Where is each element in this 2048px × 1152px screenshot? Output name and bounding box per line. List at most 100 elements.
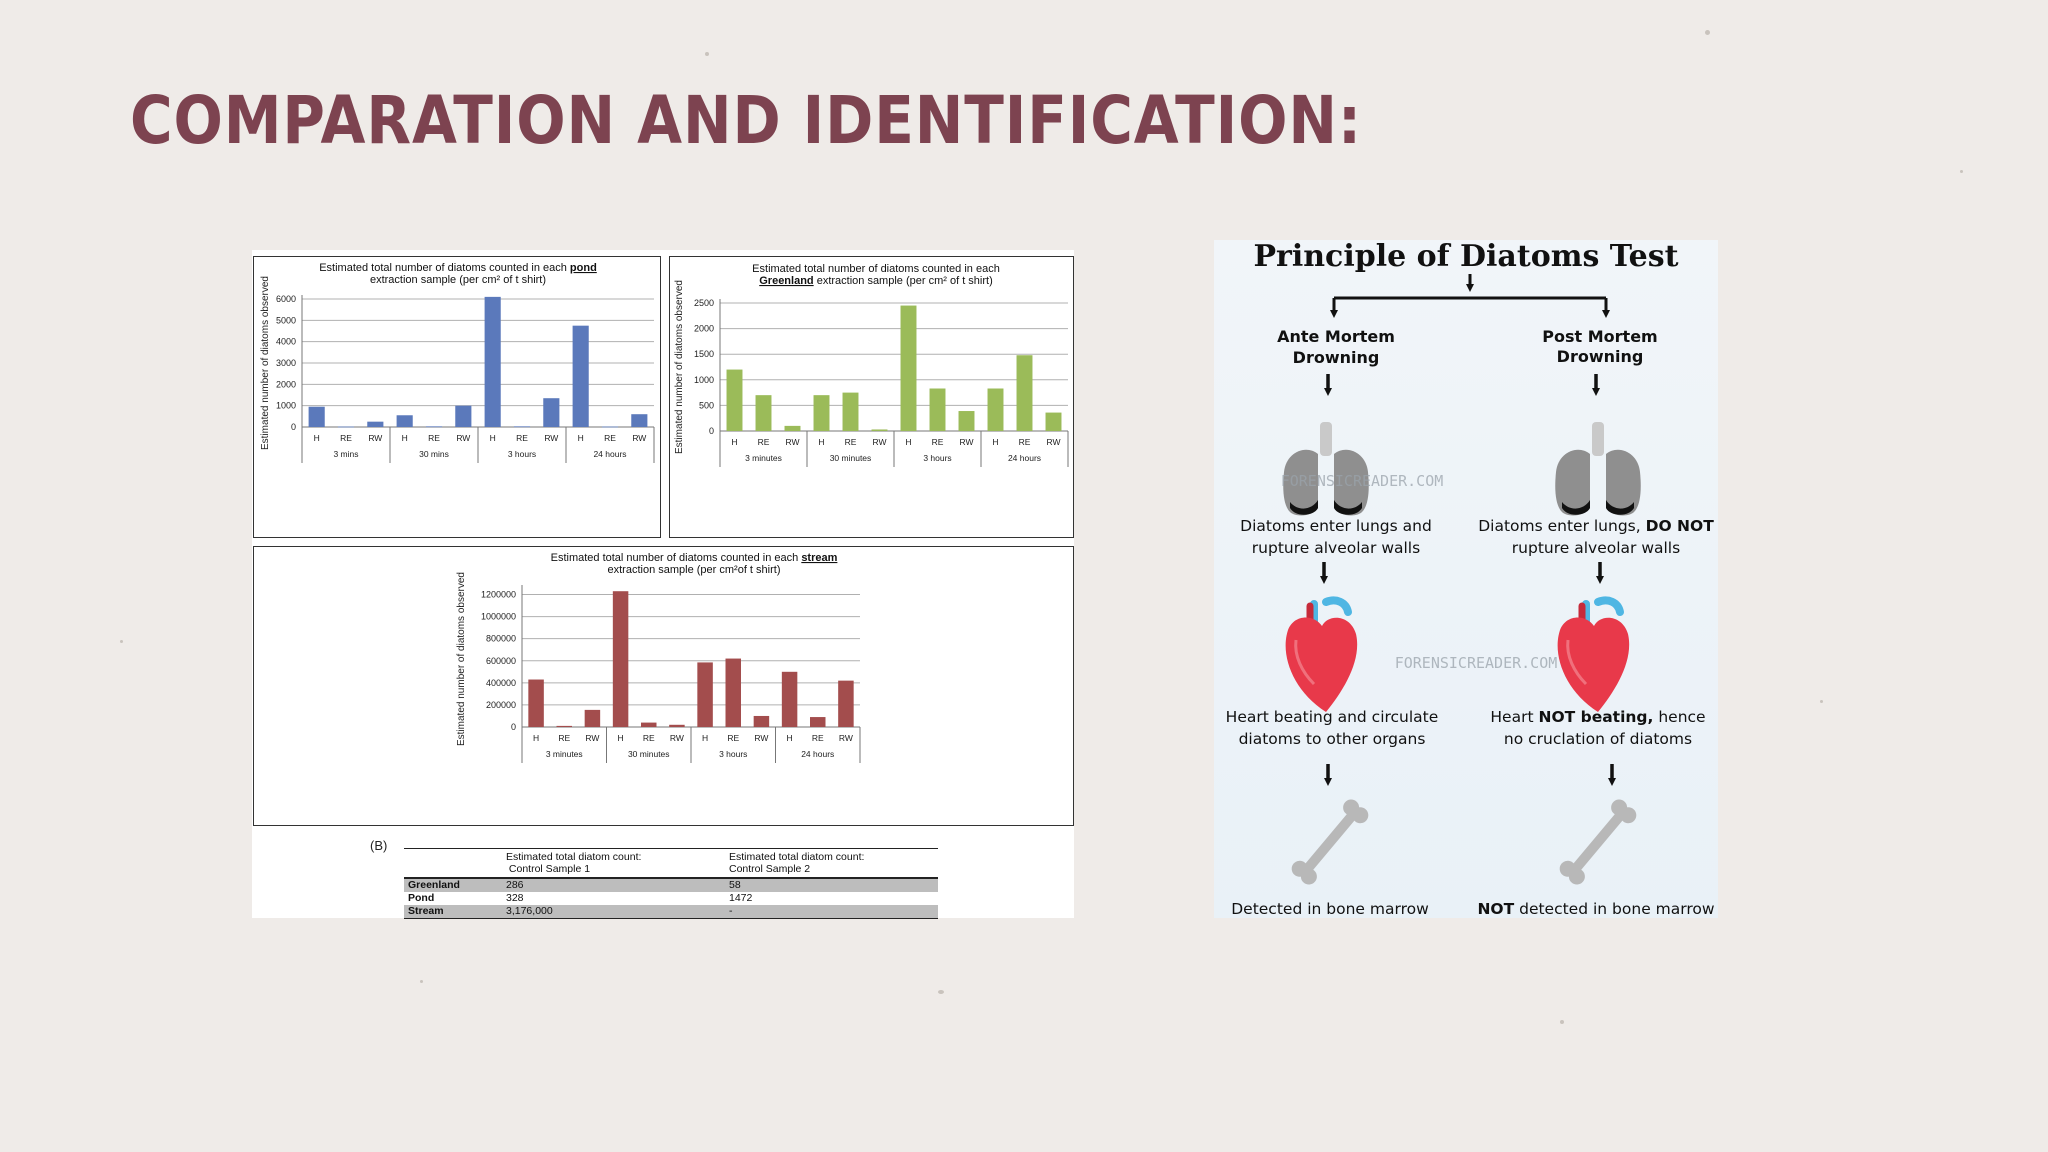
x-tick-label: RW — [1046, 437, 1060, 447]
x-tick-label: H — [533, 733, 539, 743]
table-row: Greenland 286 58 — [404, 878, 938, 892]
table-header-empty — [404, 849, 502, 879]
bar — [753, 715, 770, 727]
y-tick-label: 6000 — [276, 294, 296, 304]
x-tick-label: H — [402, 433, 408, 443]
x-group-label: 3 hours — [508, 449, 536, 459]
bar — [987, 388, 1004, 431]
bone-icon — [1291, 799, 1369, 885]
lungs-icon — [1555, 422, 1641, 516]
chart-title-line2: Greenland extraction sample (per cm² of … — [759, 275, 993, 287]
x-group-label: 24 hours — [801, 749, 834, 759]
x-tick-label: H — [314, 433, 320, 443]
bar — [726, 369, 743, 431]
bar — [1045, 412, 1062, 431]
bar — [871, 429, 888, 431]
x-tick-label: RW — [754, 733, 768, 743]
right-lungs-caption-2: rupture alveolar walls — [1512, 539, 1680, 557]
bar — [528, 679, 544, 727]
diatom-figure: Estimated total number of diatoms counte… — [252, 250, 1074, 919]
y-tick-label: 400000 — [486, 678, 516, 688]
x-tick-label: RE — [558, 733, 570, 743]
x-group-label: 24 hours — [593, 449, 626, 459]
diatom-test-infographic: Principle of Diatoms Test Ante Mortem Dr… — [1214, 240, 1718, 918]
x-tick-label: RE — [516, 433, 528, 443]
x-group-label: 3 minutes — [745, 453, 782, 463]
chart-stream: Estimated total number of diatoms counte… — [456, 552, 861, 763]
bar — [755, 395, 772, 431]
left-heading-line2: Drowning — [1293, 348, 1380, 367]
x-tick-label: RW — [368, 433, 382, 443]
bar — [929, 388, 946, 431]
x-tick-label: RE — [340, 433, 352, 443]
chart-greenland: Estimated total number of diatoms counte… — [674, 263, 1069, 467]
page-title: Comparation and identification: — [130, 82, 1362, 159]
bar — [308, 406, 325, 427]
left-lungs-caption-2: rupture alveolar walls — [1252, 539, 1420, 557]
chart-title-line1: Estimated total number of diatoms counte… — [319, 262, 597, 274]
left-heading-line1: Ante Mortem — [1277, 327, 1395, 346]
bar — [425, 426, 443, 428]
lungs-icon — [1283, 422, 1369, 516]
x-group-label: 30 minutes — [830, 453, 872, 463]
x-tick-label: RW — [544, 433, 558, 443]
x-tick-label: RE — [727, 733, 739, 743]
x-group-label: 30 mins — [419, 449, 449, 459]
bar — [484, 296, 501, 427]
bar — [572, 325, 589, 427]
x-group-label: 30 minutes — [628, 749, 670, 759]
chart-greenland-panel: Estimated total number of diatoms counte… — [669, 256, 1074, 538]
y-tick-label: 600000 — [486, 656, 516, 666]
heart-icon — [1285, 596, 1358, 712]
table-header-sample-2: Estimated total diatom count: Control Sam… — [729, 851, 865, 875]
x-group-label: 3 mins — [333, 449, 358, 459]
y-tick-label: 1000000 — [481, 612, 516, 622]
x-tick-label: RE — [845, 437, 857, 447]
x-tick-label: RE — [428, 433, 440, 443]
chart-pond: Estimated total number of diatoms counte… — [260, 262, 655, 463]
branch-arrow — [1330, 274, 1610, 318]
bar — [455, 405, 472, 427]
right-heart-caption-1: Heart NOT beating, hence — [1490, 708, 1705, 726]
x-tick-label: RW — [839, 733, 853, 743]
y-tick-label: 2000 — [276, 379, 296, 389]
bar — [669, 724, 685, 727]
bar — [958, 411, 975, 431]
bar — [838, 680, 854, 727]
chart-title-line1: Estimated total number of diatoms counte… — [752, 263, 1000, 275]
x-tick-label: H — [992, 437, 998, 447]
x-tick-label: RE — [758, 437, 770, 447]
control-table-area: (B) Estimated total diatom count: Contro… — [252, 826, 1074, 919]
table-header-row: Estimated total diatom count: Control Sa… — [404, 848, 938, 879]
watermark: FORENSICREADER.COM — [1281, 472, 1444, 490]
chart-stream-panel: Estimated total number of diatoms counte… — [253, 546, 1074, 826]
x-tick-label: RW — [785, 437, 799, 447]
watermark: FORENSICREADER.COM — [1395, 654, 1558, 672]
x-group-label: 24 hours — [1008, 453, 1041, 463]
chart-title-line2: extraction sample (per cm² of t shirt) — [370, 274, 546, 286]
y-tick-label: 2000 — [694, 324, 714, 334]
y-tick-label: 0 — [511, 722, 516, 732]
bar — [601, 426, 619, 428]
bar — [631, 414, 648, 427]
y-axis-label: Estimated number of diatoms observed — [260, 276, 271, 450]
infographic-title: Principle of Diatoms Test — [1253, 240, 1678, 274]
bar — [641, 722, 657, 727]
bar — [1016, 355, 1033, 431]
down-arrows — [1320, 374, 1616, 786]
x-group-label: 3 hours — [923, 453, 951, 463]
y-tick-label: 1000 — [276, 401, 296, 411]
y-tick-label: 1500 — [694, 349, 714, 359]
x-tick-label: H — [618, 733, 624, 743]
bar — [612, 591, 629, 727]
chart-title-line1: Estimated total number of diatoms counte… — [551, 552, 838, 564]
bar — [697, 662, 713, 727]
x-tick-label: H — [490, 433, 496, 443]
x-tick-label: H — [787, 733, 793, 743]
bar — [842, 392, 859, 431]
y-tick-label: 3000 — [276, 358, 296, 368]
right-lungs-caption-1: Diatoms enter lungs, DO NOT — [1478, 517, 1714, 535]
bone-icon — [1559, 799, 1637, 885]
y-axis-label: Estimated number of diatoms observed — [674, 280, 685, 454]
left-lungs-caption-1: Diatoms enter lungs and — [1240, 517, 1432, 535]
